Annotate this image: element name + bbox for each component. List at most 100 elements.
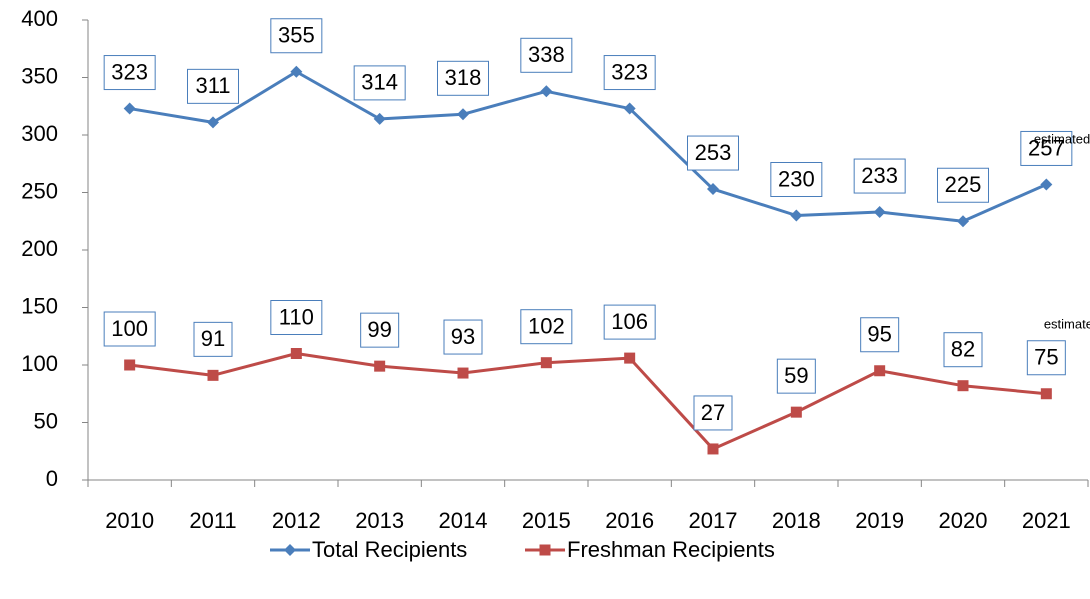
x-tick-label: 2014 [439, 508, 488, 533]
data-label-box [943, 332, 983, 368]
data-point [457, 367, 469, 379]
data-label: 233 [861, 163, 898, 188]
x-tick-label: 2016 [605, 508, 654, 533]
data-point [207, 369, 219, 381]
x-tick-label: 2019 [855, 508, 904, 533]
annotation: estimated [1044, 316, 1090, 331]
data-label-box [937, 167, 989, 203]
y-tick-label: 150 [21, 293, 58, 318]
data-label-box [776, 358, 816, 394]
data-label-box [270, 18, 323, 54]
y-tick-label: 300 [21, 121, 58, 146]
data-label-box [360, 312, 400, 348]
data-point [957, 380, 969, 392]
legend-marker [284, 544, 296, 556]
data-point [540, 357, 552, 369]
data-label: 253 [695, 140, 732, 165]
y-tick-label: 250 [21, 178, 58, 203]
data-point [457, 108, 469, 121]
data-label-box [687, 135, 739, 171]
x-tick-label: 2020 [939, 508, 988, 533]
data-label-box [103, 55, 156, 91]
x-tick-label: 2010 [105, 508, 154, 533]
data-label-box [437, 60, 489, 96]
data-label: 91 [201, 326, 225, 351]
data-label: 355 [278, 23, 315, 48]
data-label-box [853, 158, 906, 194]
data-label: 27 [701, 400, 725, 425]
legend-marker [539, 544, 551, 556]
data-point [873, 206, 886, 219]
data-point [624, 352, 636, 364]
data-label-box [860, 317, 900, 353]
data-point [707, 443, 719, 455]
data-label: 106 [611, 309, 648, 334]
data-point [290, 348, 302, 359]
data-label-box [1020, 130, 1073, 166]
data-label-box [187, 68, 239, 104]
data-label: 100 [111, 316, 148, 341]
data-label-box [1026, 340, 1066, 376]
x-tick-label: 2018 [772, 508, 821, 533]
data-point [874, 365, 886, 377]
data-point [1040, 388, 1052, 400]
data-label-box [443, 319, 483, 355]
data-label: 93 [451, 324, 475, 349]
data-label-box [603, 55, 656, 91]
data-label: 95 [867, 322, 891, 347]
legend-label: Total Recipients [312, 537, 467, 562]
series-line [129, 352, 1047, 451]
data-label-box [520, 309, 573, 345]
data-label: 323 [111, 59, 148, 84]
data-label: 230 [778, 166, 815, 191]
data-point [790, 406, 802, 418]
data-point [790, 209, 803, 222]
y-tick-label: 50 [34, 408, 58, 433]
data-label-box [770, 162, 823, 197]
x-tick-label: 2015 [522, 508, 571, 533]
legend-label: Freshman Recipients [567, 537, 775, 562]
data-label: 323 [611, 59, 648, 84]
y-tick-label: 200 [21, 236, 58, 261]
data-point [373, 112, 386, 125]
series-line [129, 70, 1047, 223]
data-label: 257 [1028, 135, 1065, 160]
data-label: 82 [951, 337, 975, 362]
data-label: 99 [367, 317, 391, 342]
data-label: 75 [1034, 345, 1058, 370]
data-label: 225 [945, 172, 982, 197]
y-tick-label: 0 [46, 466, 58, 491]
y-tick-label: 100 [21, 351, 58, 376]
x-tick-label: 2011 [189, 508, 236, 533]
data-point [957, 215, 969, 228]
data-label: 318 [445, 65, 482, 90]
data-point [707, 183, 719, 196]
data-label: 59 [784, 363, 808, 388]
data-label-box [693, 395, 733, 431]
data-label-box [353, 65, 406, 101]
data-point [1040, 178, 1053, 191]
data-point [207, 116, 219, 129]
data-label: 311 [195, 73, 230, 98]
data-point [123, 102, 136, 115]
x-tick-label: 2012 [272, 508, 321, 533]
data-point [124, 359, 136, 371]
data-label: 314 [361, 70, 398, 95]
x-tick-label: 2021 [1022, 508, 1071, 533]
data-label-box [520, 37, 573, 73]
x-tick-label: 2013 [355, 508, 404, 533]
data-point [374, 360, 386, 372]
data-point [290, 65, 303, 78]
data-label-box [103, 311, 156, 347]
y-tick-label: 350 [21, 63, 58, 88]
annotation: estimated [1034, 131, 1090, 146]
data-label-box [603, 304, 656, 340]
y-tick-label: 400 [21, 6, 58, 31]
x-tick-label: 2017 [689, 508, 738, 533]
data-label: 110 [279, 304, 314, 329]
data-label-box [193, 321, 233, 357]
data-label: 338 [528, 42, 565, 67]
data-label-box [270, 300, 323, 335]
